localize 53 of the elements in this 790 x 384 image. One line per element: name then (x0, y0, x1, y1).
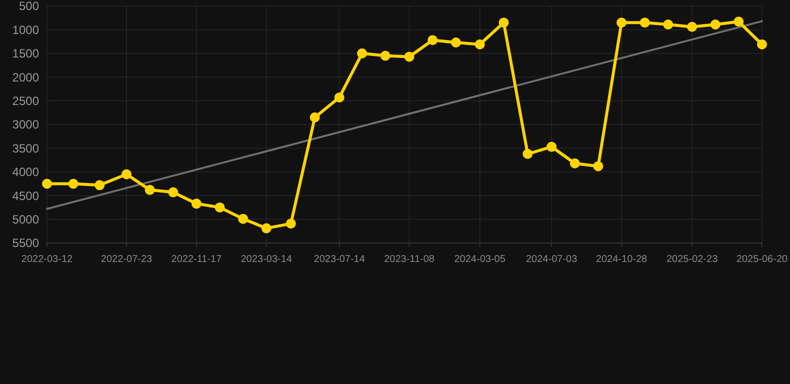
point (334, 92, 344, 102)
x-tick-label: 2023-11-08 (384, 254, 435, 265)
point (474, 39, 485, 50)
y-tick-label: 1000 (12, 22, 40, 37)
point (522, 148, 533, 159)
point (286, 218, 296, 229)
point (144, 184, 155, 195)
x-tick-label: 2022-07-23 (100, 254, 153, 265)
x-tick-label: 2022-03-12 (21, 254, 74, 265)
point (94, 180, 105, 190)
y-tick-label: 4500 (12, 188, 40, 203)
y-tick-label: 3500 (12, 141, 40, 156)
point (122, 169, 132, 180)
point (593, 161, 604, 172)
y-tick-label: 1500 (12, 46, 40, 61)
y-tick-label: 5500 (12, 236, 40, 250)
point (214, 202, 225, 212)
point (687, 22, 698, 32)
point (380, 50, 390, 61)
y-tick-label: 4000 (12, 165, 40, 180)
point (357, 48, 368, 58)
x-tick-label: 2024-03-05 (454, 254, 506, 265)
point (546, 142, 557, 152)
point (710, 19, 720, 30)
x-tick-label: 2023-03-14 (240, 254, 292, 265)
point (261, 223, 272, 234)
point (168, 187, 178, 198)
y-tick-label: 2000 (12, 70, 40, 84)
y-tick-label: 5000 (12, 212, 40, 226)
y-tick-label: 500 (18, 0, 40, 14)
y-tick-label: 2500 (12, 94, 40, 108)
point (42, 178, 52, 189)
point (734, 16, 744, 27)
point (191, 198, 202, 209)
point (310, 112, 320, 122)
y-tick-label: 3000 (12, 118, 40, 132)
point (663, 19, 674, 30)
point (450, 38, 461, 48)
x-tick-label: 2025-06-20 (736, 254, 788, 265)
x-tick-label: 2023-07-14 (314, 254, 366, 265)
x-tick-label: 2024-07-03 (526, 254, 578, 265)
point (428, 35, 438, 46)
point (757, 39, 767, 50)
x-tick-label: 2022-11-17 (171, 254, 222, 265)
x-tick-label: 2025-02-23 (666, 254, 718, 265)
point (498, 18, 509, 28)
point (238, 214, 248, 224)
point (616, 18, 627, 28)
point (404, 52, 414, 62)
point (640, 18, 650, 28)
point (570, 158, 580, 168)
x-tick-label: 2024-10-28 (596, 254, 648, 265)
point (68, 178, 78, 189)
